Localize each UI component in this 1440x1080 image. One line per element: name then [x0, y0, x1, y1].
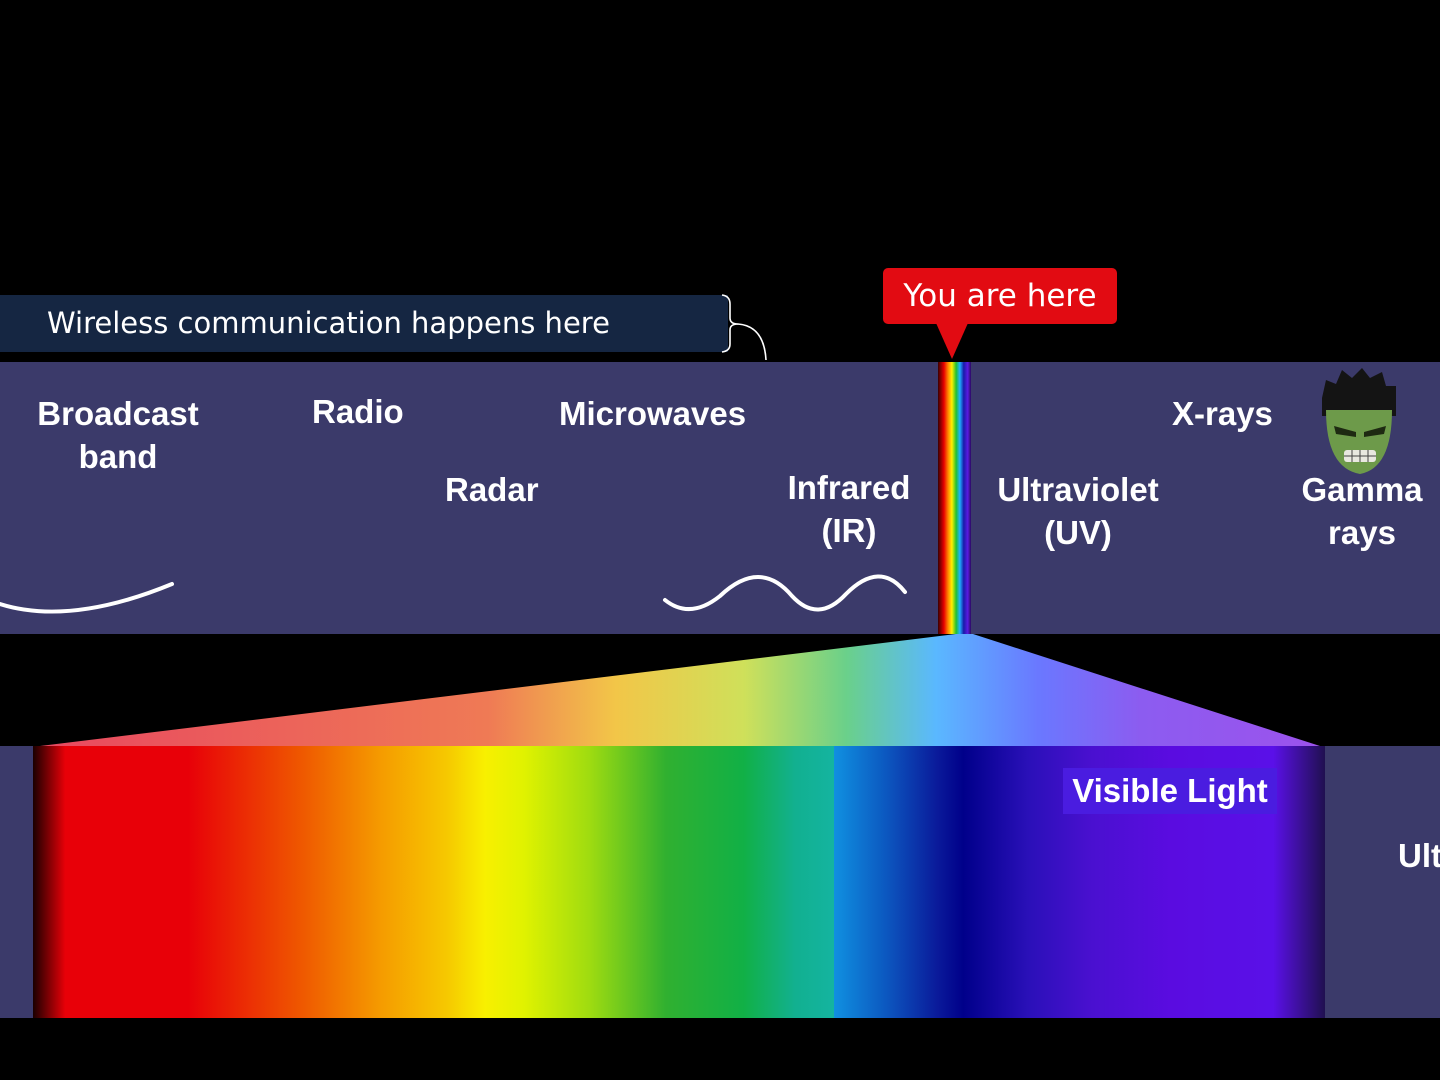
callout-pointer — [936, 323, 968, 359]
gamma-rays-label: Gamma rays — [1301, 471, 1423, 551]
infrared-label: Infrared (IR) — [787, 469, 911, 549]
visible-light-strip — [938, 362, 971, 634]
you-are-here-callout: You are here — [883, 268, 1117, 324]
microwaves-label: Microwaves — [559, 395, 747, 432]
xrays-label: X-rays — [1172, 395, 1273, 432]
broadcast-band-label: Broadcast band — [37, 395, 199, 475]
radar-label: Radar — [445, 471, 539, 508]
ultraviolet-label: Ultraviolet (UV) — [997, 471, 1159, 551]
wireless-annotation: Wireless communication happens here — [0, 295, 728, 352]
wireless-label: Wireless communication happens here — [47, 306, 610, 340]
visible-light-label: Visible Light — [1063, 768, 1277, 814]
radio-label: Radio — [312, 393, 404, 430]
callout-label: You are here — [903, 278, 1097, 314]
ultraviolet-cut-label: Ult — [1398, 837, 1440, 874]
